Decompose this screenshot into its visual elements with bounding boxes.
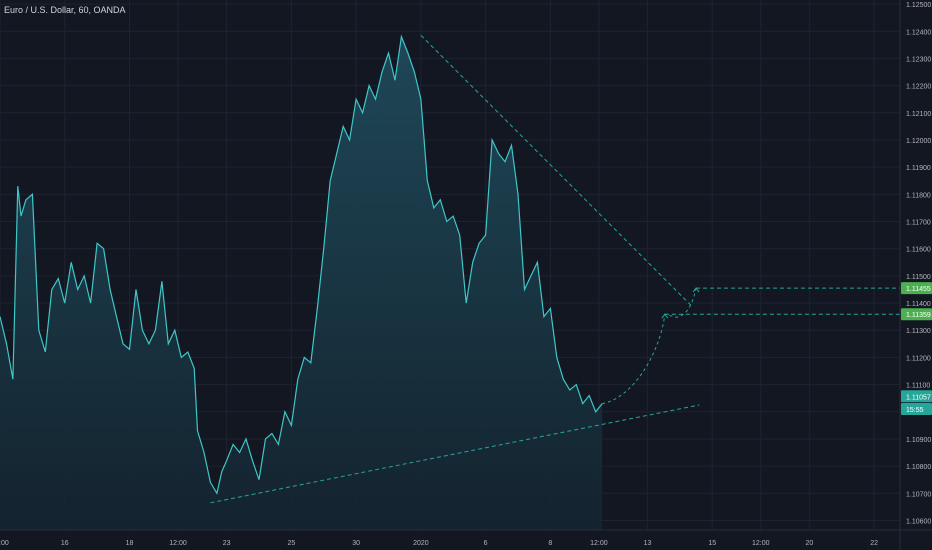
projection-arrow-1	[661, 313, 669, 319]
time-tick-label: 25	[287, 540, 295, 547]
area-fill	[0, 36, 603, 530]
price-axis[interactable]: 1.12500 1.12400 1.12300 1.12200 1.12100 1.120…	[899, 0, 931, 550]
price-tick-label: 1.10700	[906, 491, 931, 498]
time-tick-label: 15	[708, 540, 716, 547]
time-tick-label: 23	[223, 540, 231, 547]
price-label-text: 15:55	[906, 407, 924, 414]
time-tick-label: 30	[352, 540, 360, 547]
time-tick-label: 8	[548, 540, 552, 547]
time-tick-label: 20	[805, 540, 813, 547]
price-labels: 1.11455 1.11359 1.11057 15:55	[901, 282, 932, 416]
price-tick-label: 1.12300	[906, 56, 931, 63]
price-tick-label: 1.11400	[906, 301, 931, 308]
time-axis[interactable]: 12:00 16 18 12:00 23 25 30 2020 6 8 12:00 13 15 12:00…	[0, 529, 932, 547]
price-label-text: 1.11359	[906, 312, 931, 319]
time-tick-label: 13	[644, 540, 652, 547]
price-tick-label: 1.11900	[906, 165, 931, 172]
price-tick-label: 1.11700	[906, 220, 931, 227]
price-tick-label: 1.11800	[906, 192, 931, 199]
price-label-box	[901, 308, 932, 321]
price-label-text: 1.11455	[906, 286, 931, 293]
time-tick-label: 2020	[413, 540, 429, 547]
price-tick-label: 1.11100	[906, 383, 930, 390]
time-tick-label: 18	[126, 540, 134, 547]
time-tick-label: 12:00	[169, 540, 187, 547]
price-tick-label: 1.11300	[906, 328, 931, 335]
time-tick-label: 12:00	[0, 540, 9, 547]
price-tick-label: 1.12400	[906, 29, 931, 36]
price-tick-label: 1.12500	[906, 2, 931, 9]
price-area	[0, 34, 603, 530]
support-trendline	[210, 404, 700, 504]
time-tick-label: 16	[61, 540, 69, 547]
price-line	[0, 34, 603, 495]
price-tick-label: 1.10600	[906, 518, 931, 525]
price-tick-label: 1.10800	[906, 464, 931, 471]
time-tick-label: 12:00	[752, 540, 770, 547]
price-tick-label: 1.11500	[906, 274, 931, 281]
price-label-text: 1.11057	[906, 394, 931, 401]
price-label-box	[901, 403, 932, 416]
price-tick-label: 1.11600	[906, 247, 931, 254]
price-tick-label: 1.10900	[906, 437, 931, 444]
price-label-box	[901, 390, 932, 403]
resistance-trendline	[420, 34, 694, 308]
chart-title: Euro / U.S. Dollar, 60, OANDA	[4, 5, 126, 15]
time-tick-label: 22	[870, 540, 878, 547]
time-tick-label: 6	[484, 540, 488, 547]
price-tick-label: 1.12000	[906, 138, 931, 145]
price-label-box	[901, 282, 932, 295]
time-tick-label: 12:00	[590, 540, 608, 547]
price-tick-label: 1.12100	[906, 111, 931, 118]
projection-path	[602, 287, 697, 405]
drawings	[210, 34, 900, 504]
price-tick-label: 1.11200	[906, 355, 931, 362]
projection-arrow-2	[692, 287, 700, 293]
price-tick-label: 1.12200	[906, 84, 931, 91]
